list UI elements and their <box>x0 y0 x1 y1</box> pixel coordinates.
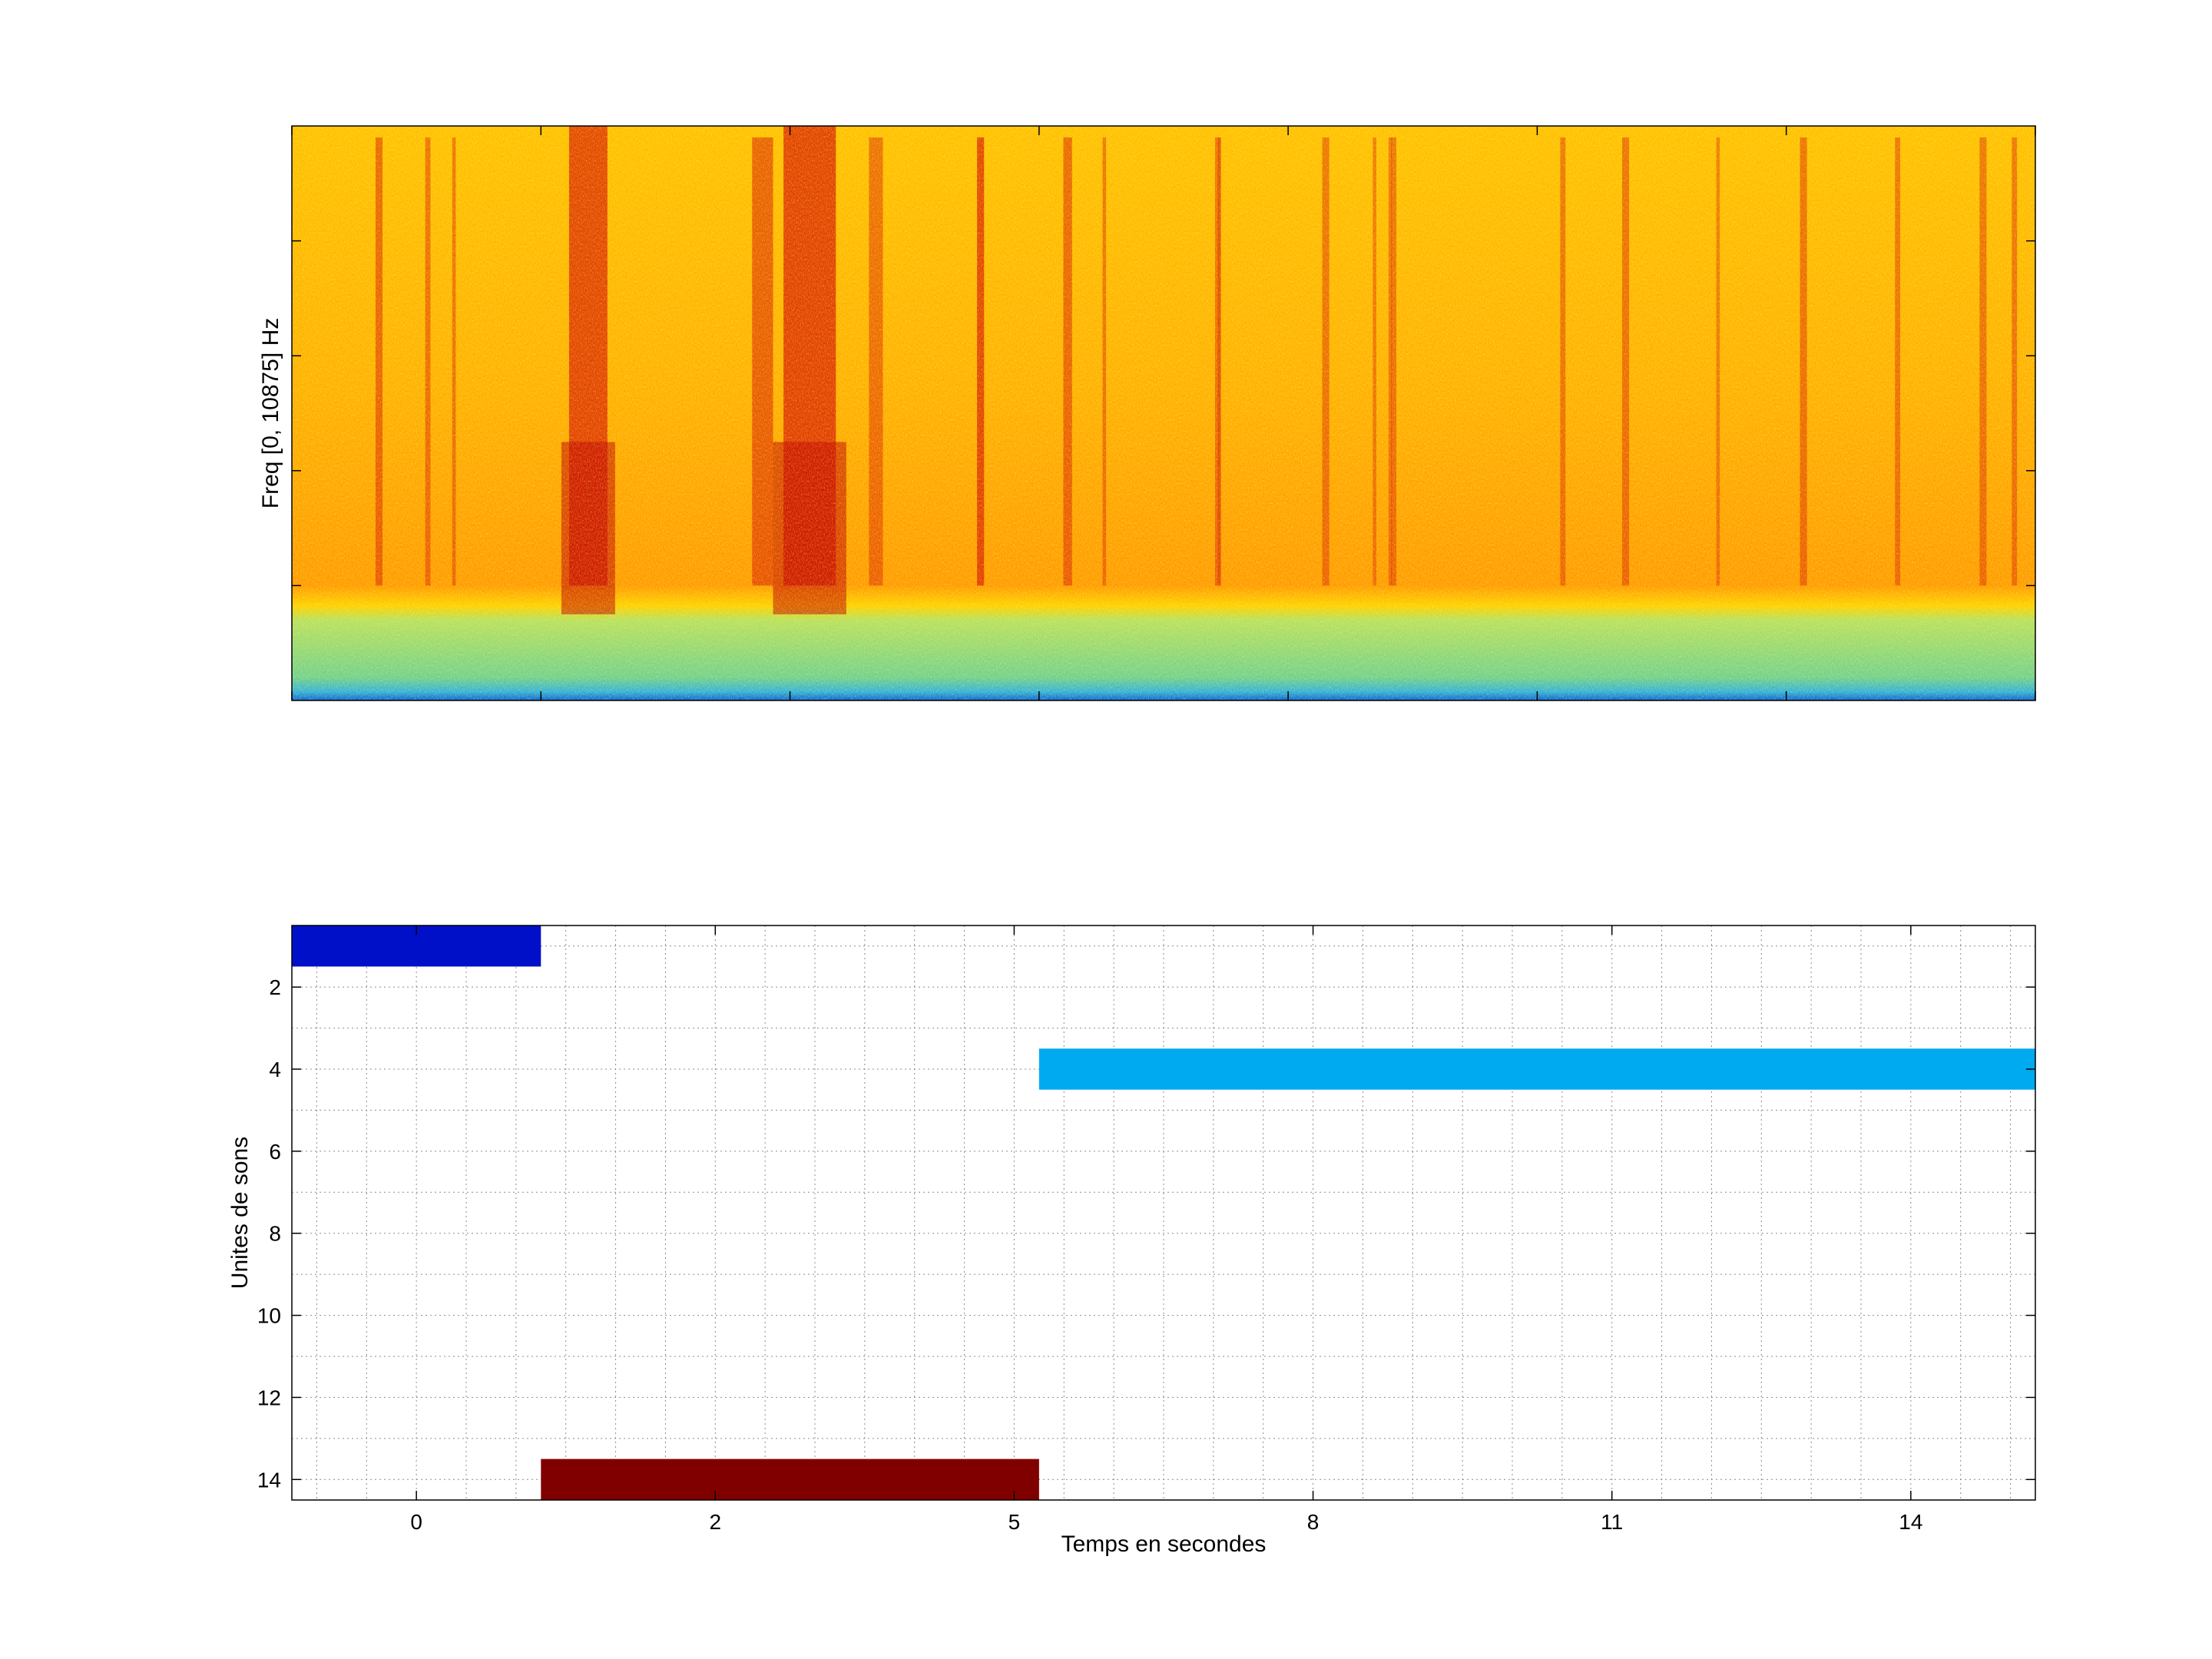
units-ytick-label: 10 <box>257 1304 281 1328</box>
units-ytick-label: 4 <box>269 1058 281 1081</box>
units-xtick-label: 5 <box>1008 1510 1021 1534</box>
units-ytick-label: 8 <box>269 1222 281 1246</box>
spectrogram-axes: Freq [0, 10875] Hz <box>258 125 2036 701</box>
unit-bar-14 <box>541 1459 1039 1500</box>
units-axes: 0 2 5 8 11 14 2 4 6 8 10 12 14 Unites de sons Temps … <box>227 925 2036 1557</box>
units-ytick-label: 12 <box>257 1386 281 1409</box>
spectrogram-ylabel: Freq [0, 10875] Hz <box>258 318 283 508</box>
units-ylabel: Unites de sons <box>227 1137 253 1289</box>
units-xtick-label: 8 <box>1307 1510 1320 1534</box>
spectrogram-frame <box>291 125 2036 701</box>
units-xtick-label: 0 <box>410 1510 422 1534</box>
spectrogram-texture <box>292 126 2035 700</box>
units-xlabel: Temps en secondes <box>1061 1532 1267 1557</box>
units-xtick-label: 14 <box>1899 1510 1922 1534</box>
units-ytick-label: 14 <box>257 1468 281 1492</box>
units-xtick-label: 11 <box>1601 1510 1623 1534</box>
units-xtick-label: 2 <box>709 1510 721 1534</box>
unit-bar-4 <box>1038 1048 2035 1090</box>
units-frame <box>291 925 2036 1501</box>
units-ticks: 0 2 5 8 11 14 2 4 6 8 10 12 14 <box>257 926 2035 1534</box>
spectrogram-ticks <box>291 126 2036 700</box>
units-ytick-label: 2 <box>269 975 281 999</box>
units-bars <box>292 926 2035 1500</box>
units-ytick-label: 6 <box>269 1140 281 1164</box>
